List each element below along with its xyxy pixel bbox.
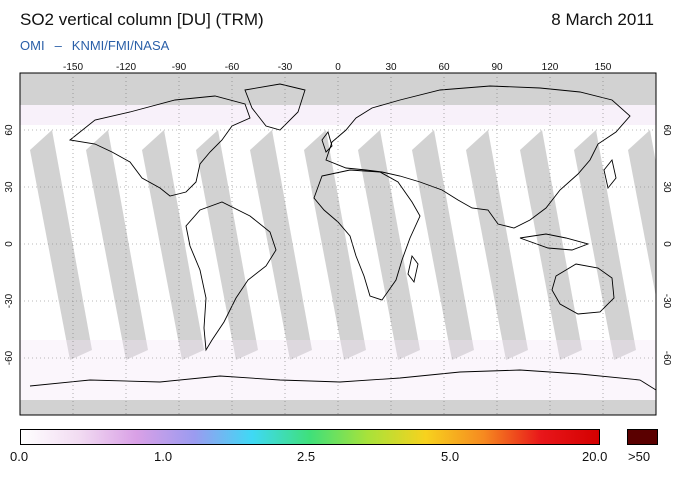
orbit-gap-stripe <box>142 130 204 360</box>
latitude-labels-right: 60 30 0 -30 -60 <box>661 124 672 365</box>
orbit-gap-stripe <box>520 130 582 360</box>
latitude-tick-label: -30 <box>4 293 15 308</box>
longitude-tick-label: 0 <box>335 419 341 420</box>
orbit-gap-stripes <box>30 130 656 360</box>
orbit-gap-stripe <box>628 130 656 297</box>
latitude-tick-label: 30 <box>4 181 15 193</box>
latitude-tick-label: 30 <box>661 181 672 193</box>
colorbar-label-3: 5.0 <box>441 449 460 464</box>
credit-line: OMI – KNMI/FMI/NASA <box>20 38 169 53</box>
coastline-uk <box>321 131 333 153</box>
latitude-tick-label: 60 <box>4 124 15 136</box>
longitude-tick-label: 120 <box>542 62 559 73</box>
orbit-gap-stripe <box>358 130 420 360</box>
coastline-europe-asia <box>325 85 631 229</box>
latitude-tick-label: 60 <box>661 124 672 136</box>
latitude-labels-left: 60 30 0 -30 -60 <box>4 124 15 365</box>
orbit-gap-stripe <box>250 130 312 360</box>
credit-dash: – <box>54 38 62 53</box>
map-title: SO2 vertical column [DU] (TRM) <box>20 10 264 29</box>
orbit-gap-stripe <box>86 130 148 360</box>
longitude-labels-bottom: -150 -120 -90 -60 -30 0 30 60 90 120 150 <box>63 419 612 420</box>
longitude-tick-label: 30 <box>385 62 397 73</box>
orbit-gap-stripe <box>30 130 92 360</box>
colorbar-label-4: 20.0 <box>582 449 608 464</box>
orbit-gap-stripe <box>196 130 258 360</box>
coastline-south-america <box>185 201 277 352</box>
coastline-madagascar <box>407 254 419 284</box>
longitude-tick-label: -60 <box>225 62 240 73</box>
latitude-tick-label: 0 <box>4 241 15 247</box>
colorbar-label-2: 2.5 <box>297 449 316 464</box>
colorbar-label-5: >50 <box>628 449 651 464</box>
coastline-north-america <box>68 95 251 197</box>
longitude-tick-label: -120 <box>116 62 136 73</box>
colorbar-label-1: 1.0 <box>154 449 173 464</box>
longitude-tick-label: -30 <box>278 419 293 420</box>
longitude-tick-label: 0 <box>335 62 341 73</box>
credit-institutions: KNMI/FMI/NASA <box>71 38 170 53</box>
coastlines <box>29 83 656 391</box>
latitude-tick-label: -60 <box>661 351 672 366</box>
longitude-tick-label: 90 <box>491 419 503 420</box>
coastline-greenland <box>244 83 306 131</box>
coastline-africa <box>313 169 421 301</box>
coastline-antarctica <box>29 369 656 391</box>
longitude-tick-label: -90 <box>172 419 187 420</box>
longitude-tick-label: 150 <box>595 419 612 420</box>
longitude-tick-label: 60 <box>438 419 450 420</box>
longitude-labels-top: -150 -120 -90 -60 -30 0 30 60 90 120 150 <box>63 62 612 73</box>
longitude-tick-label: -150 <box>63 62 83 73</box>
graticule <box>20 73 656 415</box>
colorbar-overflow-swatch <box>627 429 658 445</box>
longitude-tick-label: -150 <box>63 419 83 420</box>
orbit-gap-stripe <box>412 130 474 360</box>
orbit-gap-stripe <box>574 130 636 360</box>
longitude-tick-label: 90 <box>491 62 503 73</box>
orbit-gap-stripe <box>304 130 366 360</box>
longitude-tick-label: -90 <box>172 62 187 73</box>
colorbar-label-0: 0.0 <box>10 449 29 464</box>
longitude-tick-label: -30 <box>278 62 293 73</box>
longitude-tick-label: 120 <box>542 419 559 420</box>
longitude-tick-label: -120 <box>116 419 136 420</box>
latitude-tick-label: 0 <box>661 241 672 247</box>
map-date: 8 March 2011 <box>551 10 654 29</box>
coastline-australia <box>551 263 615 315</box>
coastline-japan <box>603 158 617 190</box>
longitude-tick-label: 150 <box>595 62 612 73</box>
longitude-tick-label: 30 <box>385 419 397 420</box>
longitude-tick-label: 60 <box>438 62 450 73</box>
longitude-tick-label: -60 <box>225 419 240 420</box>
colorbar <box>20 429 600 445</box>
south-no-data-band <box>20 400 656 415</box>
latitude-tick-label: -60 <box>4 350 15 365</box>
latitude-tick-label: -30 <box>661 294 672 309</box>
credit-instrument: OMI <box>20 38 45 53</box>
